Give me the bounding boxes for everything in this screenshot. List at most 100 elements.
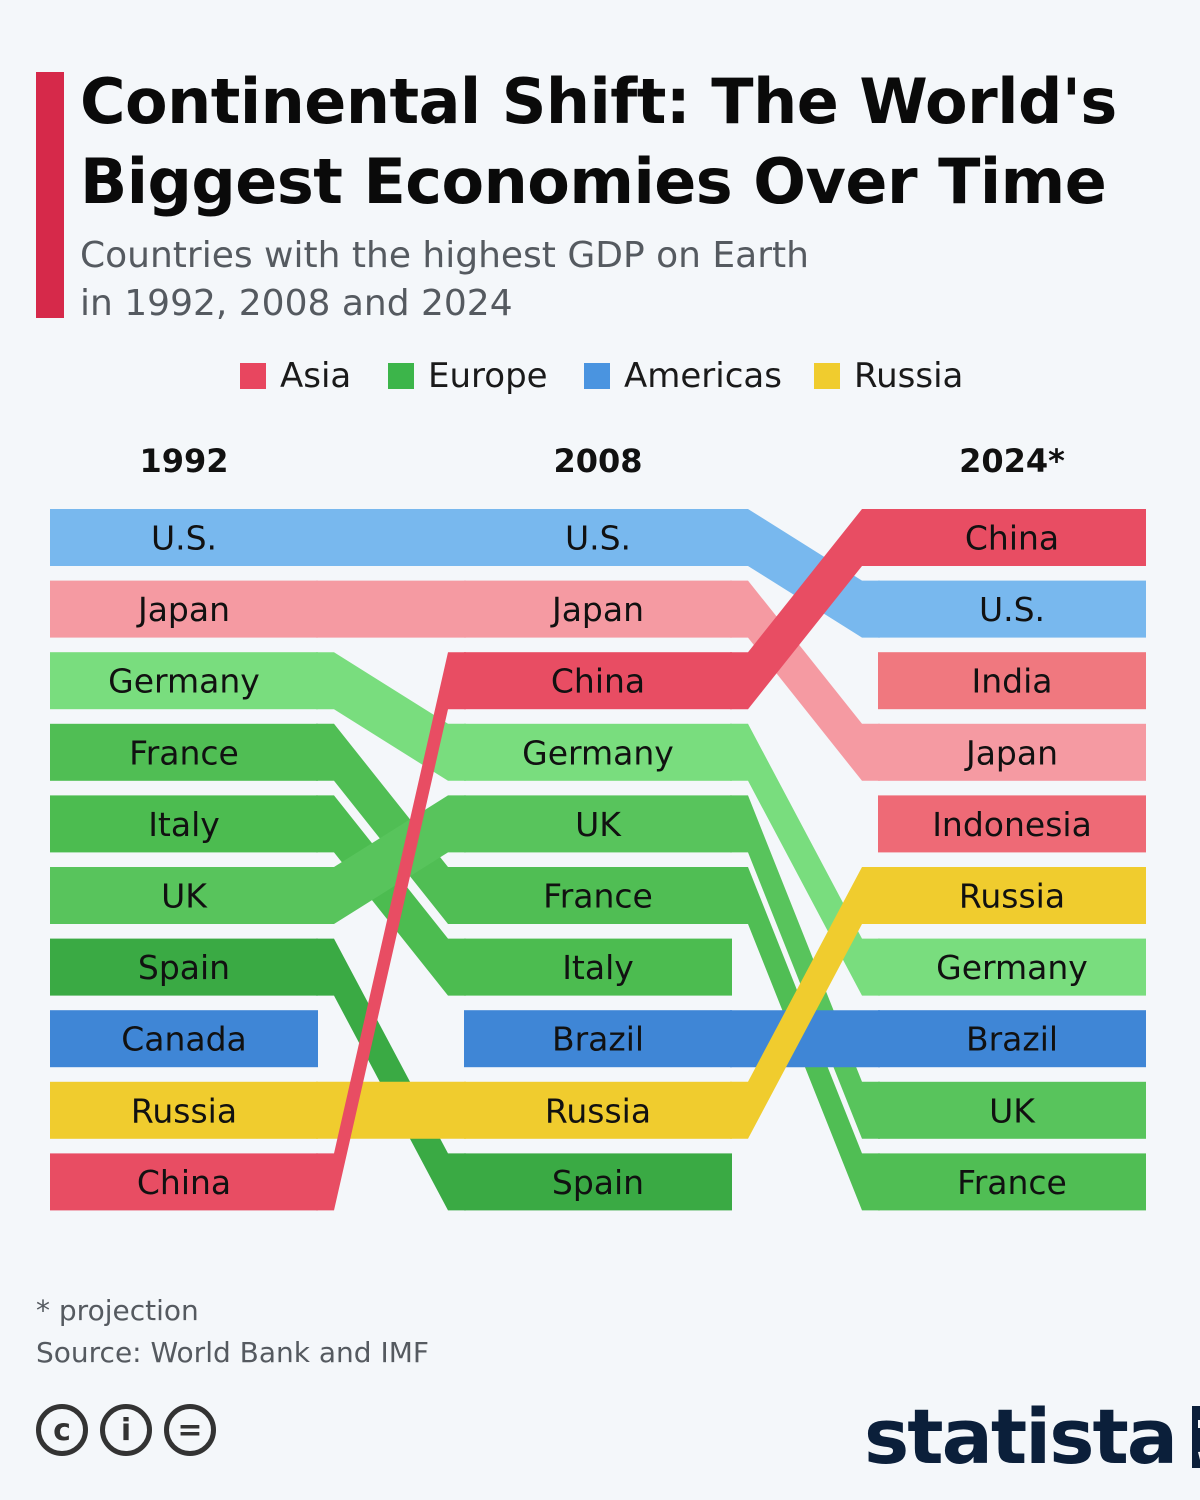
statista-logo[interactable]: statista — [864, 1392, 1200, 1481]
legend-label-asia: Asia — [280, 356, 352, 396]
bar-indonesia-2024 — [878, 795, 1146, 853]
label-france-1992: France — [129, 733, 239, 772]
label-japan-1992: Japan — [136, 590, 230, 629]
column-header-2024: 2024* — [959, 442, 1065, 480]
legend-item-russia: Russia — [814, 352, 963, 400]
label-china-1992: China — [137, 1163, 231, 1202]
label-china-2008: China — [551, 662, 645, 701]
legend-label-russia: Russia — [854, 356, 964, 396]
label-spain-1992: Spain — [138, 948, 230, 987]
connector-italy-1992-2008 — [316, 795, 466, 996]
label-france-2008: France — [543, 877, 653, 916]
connector-russia-2008-2024 — [730, 867, 880, 1139]
bar-russia-2024 — [878, 867, 1146, 924]
bar-japan-1992 — [50, 580, 318, 638]
legend-item-europe: Europe — [388, 352, 548, 400]
statista-mark-icon — [1192, 1405, 1200, 1468]
label-uk-2024: UK — [989, 1091, 1036, 1130]
label-germany-2024: Germany — [936, 948, 1088, 987]
label-uk-1992: UK — [161, 877, 208, 916]
legend: Asia Europe Americas Russia — [0, 352, 1200, 400]
label-japan-2008: Japan — [550, 590, 644, 629]
connector-spain-1992-2008 — [316, 938, 466, 1211]
bar-france-2024 — [878, 1153, 1146, 1211]
label-france-2024: France — [957, 1163, 1067, 1202]
connector-japan-1992-2008 — [316, 580, 466, 638]
title-line-2: Biggest Economies Over Time — [80, 145, 1107, 218]
label-brazil-2008: Brazil — [552, 1020, 644, 1059]
connector-china-1992-2008 — [316, 652, 466, 1211]
column-header-2008: 2008 — [553, 442, 642, 480]
bar-china-2008 — [464, 652, 732, 710]
connector-u-s-1992-2008 — [316, 509, 466, 566]
source-note: Source: World Bank and IMF — [36, 1336, 429, 1369]
label-germany-1992: Germany — [108, 662, 260, 701]
bar-india-2024 — [878, 652, 1146, 710]
connector-china-2008-2024 — [730, 509, 880, 710]
bar-u-s-2024 — [878, 580, 1146, 638]
bar-uk-2024 — [878, 1081, 1146, 1139]
bar-russia-2008 — [464, 1081, 732, 1139]
bar-china-2024 — [878, 509, 1146, 566]
footer: * projection Source: World Bank and IMF — [36, 1290, 429, 1374]
bar-germany-2008 — [464, 723, 732, 781]
bar-china-1992 — [50, 1153, 318, 1211]
bar-germany-2024 — [878, 938, 1146, 996]
bar-spain-2008 — [464, 1153, 732, 1211]
label-canada-1992: Canada — [121, 1020, 247, 1059]
bar-uk-1992 — [50, 867, 318, 924]
bar-france-2008 — [464, 867, 732, 924]
bar-italy-2008 — [464, 938, 732, 996]
legend-swatch-asia — [240, 363, 266, 389]
column-header-1992: 1992 — [139, 442, 228, 480]
connector-france-1992-2008 — [316, 723, 466, 924]
label-u-s-2024: U.S. — [979, 590, 1045, 629]
subtitle-line-1: Countries with the highest GDP on Earth — [80, 235, 809, 276]
title-line-1: Continental Shift: The World's — [80, 65, 1117, 138]
footnote: * projection — [36, 1294, 199, 1327]
label-india-2024: India — [972, 662, 1053, 701]
label-spain-2008: Spain — [552, 1163, 644, 1202]
chart-title: Continental Shift: The World's Biggest E… — [80, 62, 1180, 222]
label-u-s-2008: U.S. — [565, 519, 631, 558]
legend-label-europe: Europe — [428, 356, 548, 396]
accent-bar — [36, 72, 64, 318]
legend-label-americas: Americas — [624, 356, 782, 396]
bar-brazil-2008 — [464, 1010, 732, 1068]
chart-subtitle: Countries with the highest GDP on Earth … — [80, 232, 980, 328]
subtitle-line-2: in 1992, 2008 and 2024 — [80, 283, 513, 324]
cc-icon[interactable]: c — [36, 1404, 88, 1456]
connector-uk-1992-2008 — [316, 795, 466, 924]
connector-layer — [316, 509, 880, 1211]
bar-italy-1992 — [50, 795, 318, 853]
bar-france-1992 — [50, 723, 318, 781]
no-derivatives-icon[interactable]: = — [164, 1404, 216, 1456]
label-uk-2008: UK — [575, 805, 622, 844]
bar-germany-1992 — [50, 652, 318, 710]
connector-u-s-2008-2024 — [730, 509, 880, 638]
bar-russia-1992 — [50, 1081, 318, 1139]
attribution-icon[interactable]: i — [100, 1404, 152, 1456]
legend-swatch-europe — [388, 363, 414, 389]
bar-u-s-2008 — [464, 509, 732, 566]
label-germany-2008: Germany — [522, 733, 674, 772]
legend-swatch-russia — [814, 363, 840, 389]
connector-russia-1992-2008 — [316, 1081, 466, 1139]
label-russia-2008: Russia — [545, 1091, 651, 1130]
label-u-s-1992: U.S. — [151, 519, 217, 558]
label-italy-1992: Italy — [148, 805, 220, 844]
bar-brazil-2024 — [878, 1010, 1146, 1068]
label-brazil-2024: Brazil — [966, 1020, 1058, 1059]
license-icons: c i = — [36, 1404, 216, 1456]
logo-text: statista — [864, 1392, 1178, 1481]
label-russia-1992: Russia — [131, 1091, 237, 1130]
label-china-2024: China — [965, 519, 1059, 558]
bump-chart: 1992 2008 2024* U.S. Japan Germany France Italy… — [50, 442, 1146, 1211]
legend-item-americas: Americas — [584, 352, 782, 400]
legend-item-asia: Asia — [240, 352, 351, 400]
label-russia-2024: Russia — [959, 877, 1065, 916]
bar-japan-2024 — [878, 723, 1146, 781]
bar-u-s-1992 — [50, 509, 318, 566]
label-italy-2008: Italy — [562, 948, 634, 987]
bar-canada-1992 — [50, 1010, 318, 1068]
